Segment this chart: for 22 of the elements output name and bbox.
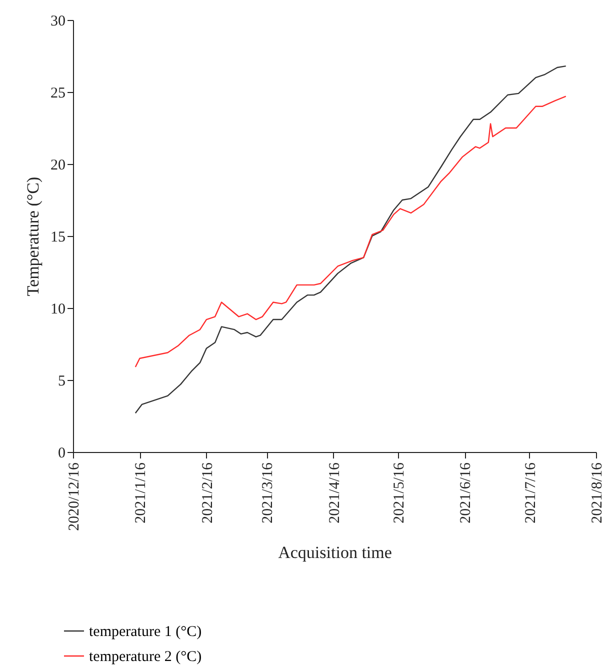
- line-series: [134, 65, 566, 414]
- y-tick-label: 5: [58, 374, 66, 390]
- y-tick-label: 10: [50, 302, 66, 318]
- y-tick-label: 0: [58, 446, 66, 462]
- x-tick-label: 2021/2/16: [200, 462, 216, 524]
- x-tick-label: 2021/3/16: [260, 462, 276, 524]
- x-axis-title: Acquisition time: [278, 542, 392, 562]
- y-tick-label: 25: [50, 86, 66, 102]
- y-tick-label: 20: [50, 158, 66, 174]
- x-tick-label: 2021/4/16: [326, 462, 343, 524]
- x-tick-label: 2021/8/16: [590, 462, 606, 524]
- legend-label: temperature 1 (°C): [89, 624, 202, 640]
- x-tick-label: 2021/1/16: [133, 462, 150, 524]
- x-tick-label: 2021/6/16: [458, 462, 474, 524]
- x-tick-label: 2021/5/16: [391, 462, 408, 524]
- y-axis-title: Temperature (°C): [24, 176, 42, 296]
- legend-label: temperature 2 (°C): [89, 649, 202, 665]
- line-series: [134, 96, 566, 368]
- x-tick-label: 2021/7/16: [522, 462, 539, 524]
- x-tick-label: 2020/12/16: [66, 462, 82, 531]
- y-tick-label: 30: [50, 14, 66, 30]
- y-tick-label: 15: [50, 230, 66, 246]
